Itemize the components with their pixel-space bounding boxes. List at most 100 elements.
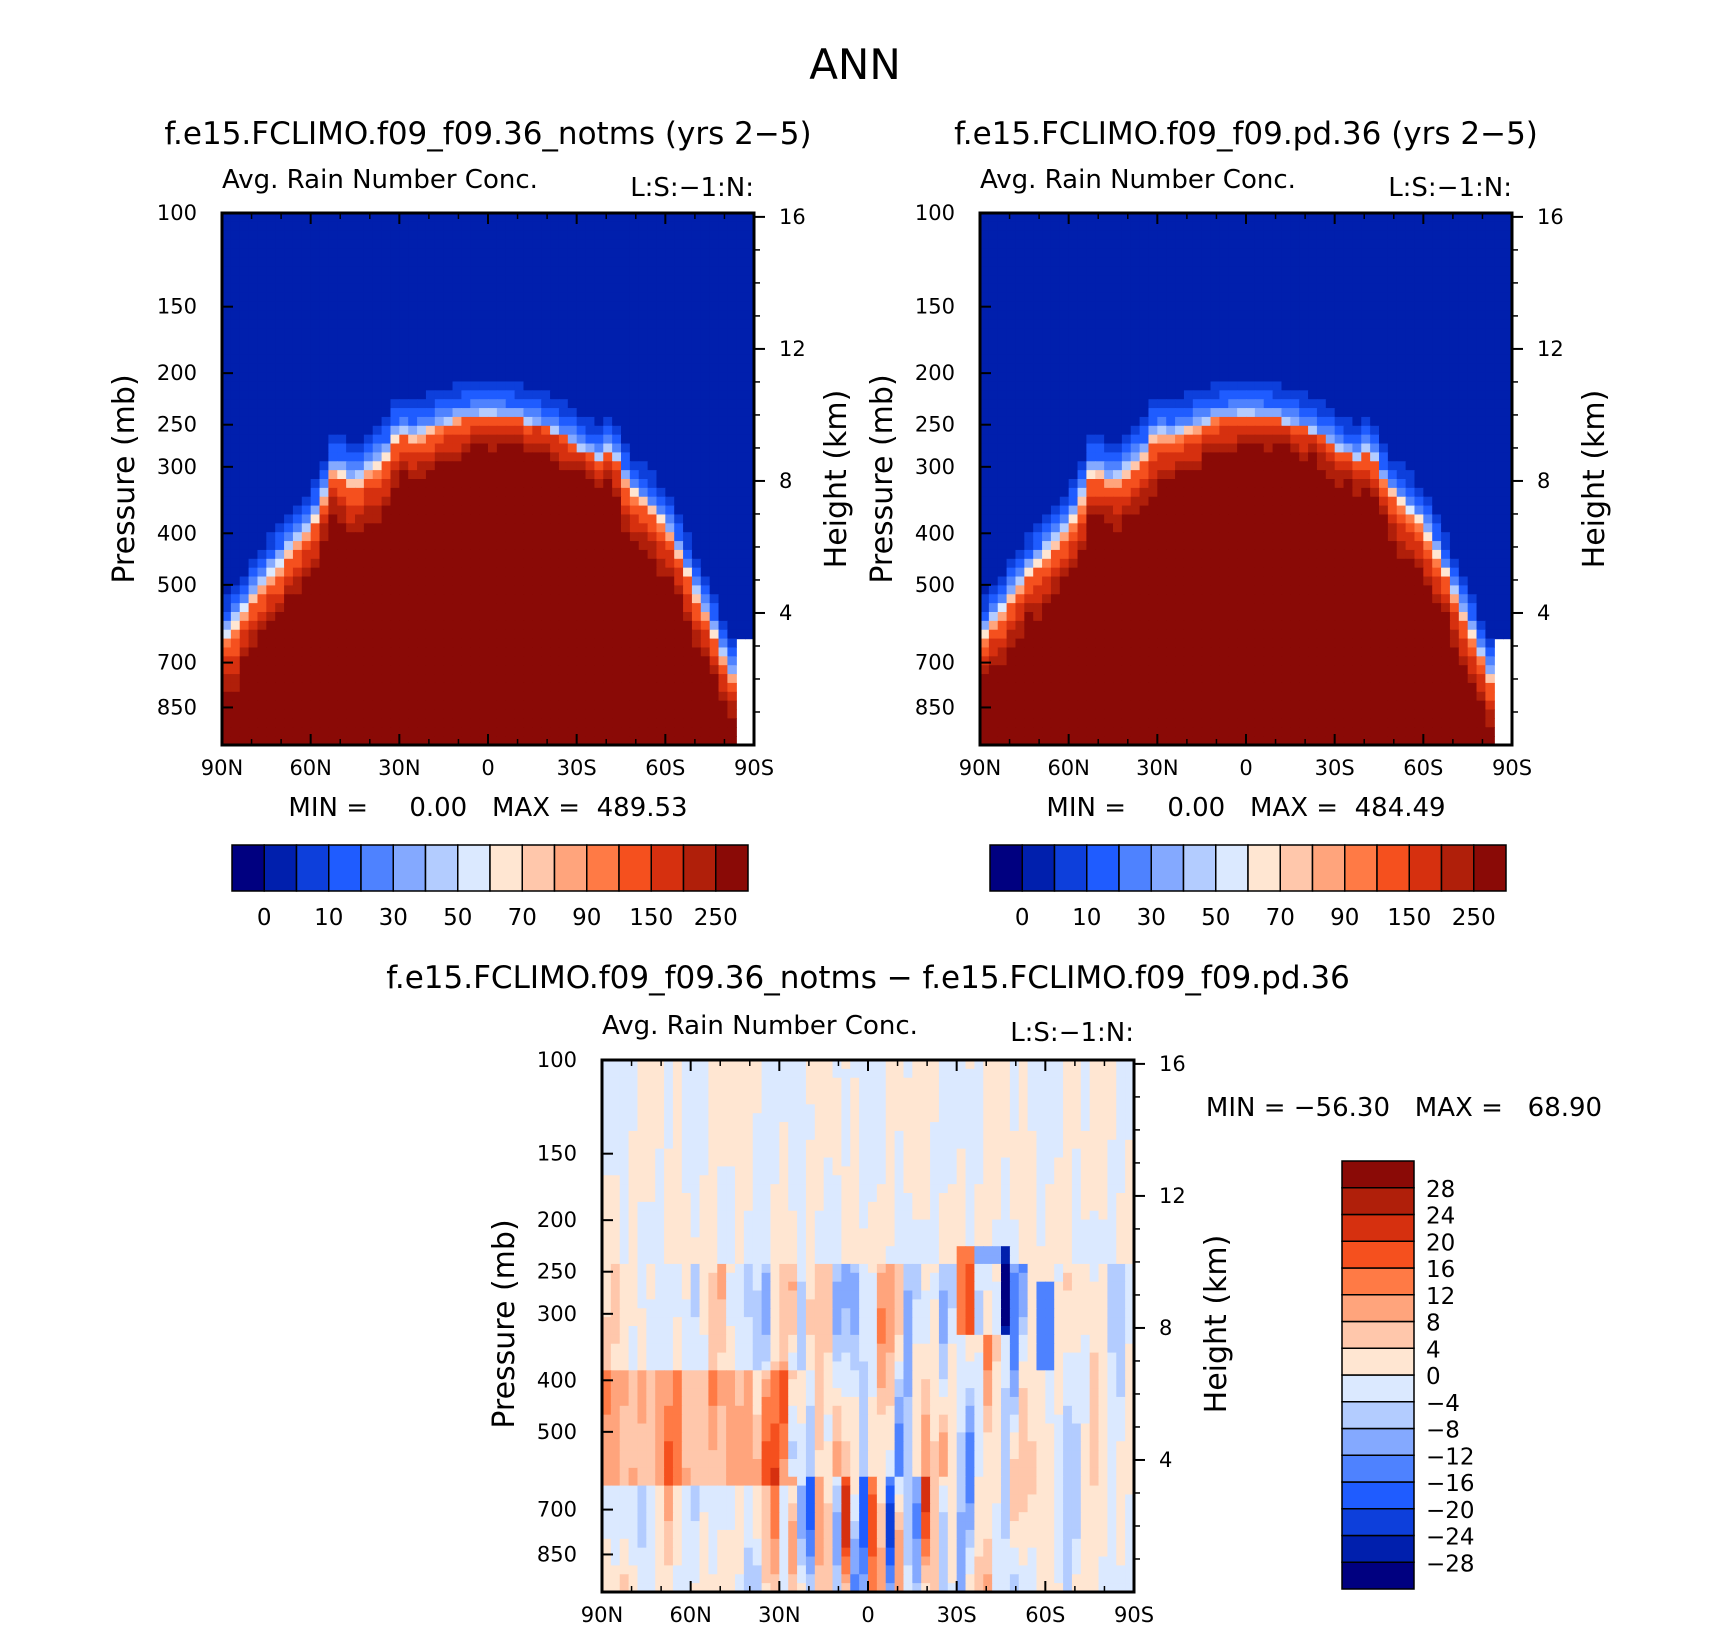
p1-cell xyxy=(222,319,232,329)
p2-cell xyxy=(1449,239,1460,250)
p1-cell xyxy=(248,452,259,462)
p2-cell xyxy=(1104,275,1114,285)
p1-cell xyxy=(638,736,649,746)
p2-cell xyxy=(1254,213,1265,223)
p2-cell xyxy=(1175,399,1185,409)
p1-cell xyxy=(301,239,312,250)
p1-cell xyxy=(266,532,276,542)
p2-cell xyxy=(1077,275,1087,285)
p1-cell xyxy=(239,266,250,276)
p1-cell xyxy=(222,283,232,294)
p1-cell xyxy=(647,691,658,702)
p1-cell xyxy=(594,301,604,312)
p1-cell xyxy=(496,301,507,312)
p1-cell xyxy=(691,461,702,471)
p1-colorbar-swatch xyxy=(360,844,394,892)
p1-cell xyxy=(399,691,409,702)
p2-cell xyxy=(1059,337,1070,347)
p1-cell xyxy=(638,638,649,649)
p1-cell xyxy=(470,266,480,276)
p2-cell xyxy=(1237,346,1247,356)
p1-cell xyxy=(230,541,241,551)
p1-cell xyxy=(709,585,720,595)
p1-cell xyxy=(470,221,480,232)
p1-cell xyxy=(470,399,480,409)
p1-cell xyxy=(488,452,498,462)
p2-cell xyxy=(1441,239,1451,250)
p1-cell xyxy=(523,337,533,347)
p1-cell xyxy=(390,674,400,684)
p1-cell xyxy=(745,354,755,365)
p1-cell xyxy=(390,292,400,303)
p1-cell xyxy=(656,221,666,232)
p1-cell xyxy=(514,230,525,241)
p1-cell xyxy=(434,346,445,356)
p2-cell xyxy=(1077,363,1087,374)
p1-cell xyxy=(337,523,347,533)
p1-cell xyxy=(390,505,400,516)
p1-cell xyxy=(230,514,241,524)
p1-cell xyxy=(381,505,392,516)
p1-cell xyxy=(674,620,684,631)
p1-cell xyxy=(363,434,374,445)
p1-cell xyxy=(372,266,383,276)
p1-cell xyxy=(558,523,569,533)
p2-cell xyxy=(988,292,999,303)
p1-cell xyxy=(434,221,445,232)
p1-cell xyxy=(292,425,303,436)
p1-cell xyxy=(425,718,436,728)
p2-cell xyxy=(1068,310,1079,320)
p1-cell xyxy=(567,390,578,400)
p2-cell xyxy=(1121,239,1132,250)
p1-cell xyxy=(674,292,684,303)
p1-cell xyxy=(683,647,693,657)
p1-cell xyxy=(239,248,250,258)
p1-cell xyxy=(638,629,649,640)
p1-cell xyxy=(346,257,356,267)
p2-cell xyxy=(1308,390,1318,400)
p2-cell xyxy=(1299,319,1309,329)
p1-cell xyxy=(434,292,445,303)
p1-cell xyxy=(594,213,604,223)
p1-cell xyxy=(576,257,587,267)
p1-cell xyxy=(665,727,675,737)
p1-cell xyxy=(709,700,720,711)
p2-cell xyxy=(1299,390,1309,400)
p1-cell xyxy=(328,230,338,241)
p1-cell xyxy=(647,585,658,595)
p1-cell xyxy=(594,487,604,498)
p2-cell xyxy=(1281,390,1291,400)
p1-cell xyxy=(239,239,250,250)
p2-cell xyxy=(988,266,999,276)
p1-cell xyxy=(700,363,711,374)
p2-cell xyxy=(1299,354,1309,365)
p1-cell xyxy=(514,691,525,702)
p1-cell xyxy=(638,292,649,303)
p1-cell xyxy=(443,638,454,649)
p1-cell xyxy=(301,629,312,640)
p1-cell xyxy=(496,496,507,507)
p1-cell xyxy=(621,337,631,347)
p1-cell xyxy=(683,479,693,489)
p1-cell xyxy=(665,594,675,604)
p1-cell xyxy=(532,434,542,445)
p2-cell xyxy=(1237,372,1247,383)
p1-cell xyxy=(718,505,728,516)
p2-cell xyxy=(1352,221,1362,232)
p2-cell xyxy=(1050,213,1061,223)
p1-cell xyxy=(718,292,728,303)
p1-cell xyxy=(665,381,675,391)
p1-cell xyxy=(603,585,613,595)
p2-cell xyxy=(1254,390,1265,400)
p1-cell xyxy=(328,443,338,453)
p1-cell xyxy=(363,620,374,631)
p1-cell xyxy=(230,603,241,613)
p1-cell xyxy=(222,674,232,684)
p1-cell xyxy=(346,230,356,241)
p1-cell xyxy=(736,523,746,533)
p1-cell xyxy=(390,275,400,285)
p1-cell xyxy=(461,213,471,223)
p1-cell xyxy=(248,665,259,675)
p1-cell xyxy=(558,505,569,516)
p1-cell xyxy=(505,647,516,657)
